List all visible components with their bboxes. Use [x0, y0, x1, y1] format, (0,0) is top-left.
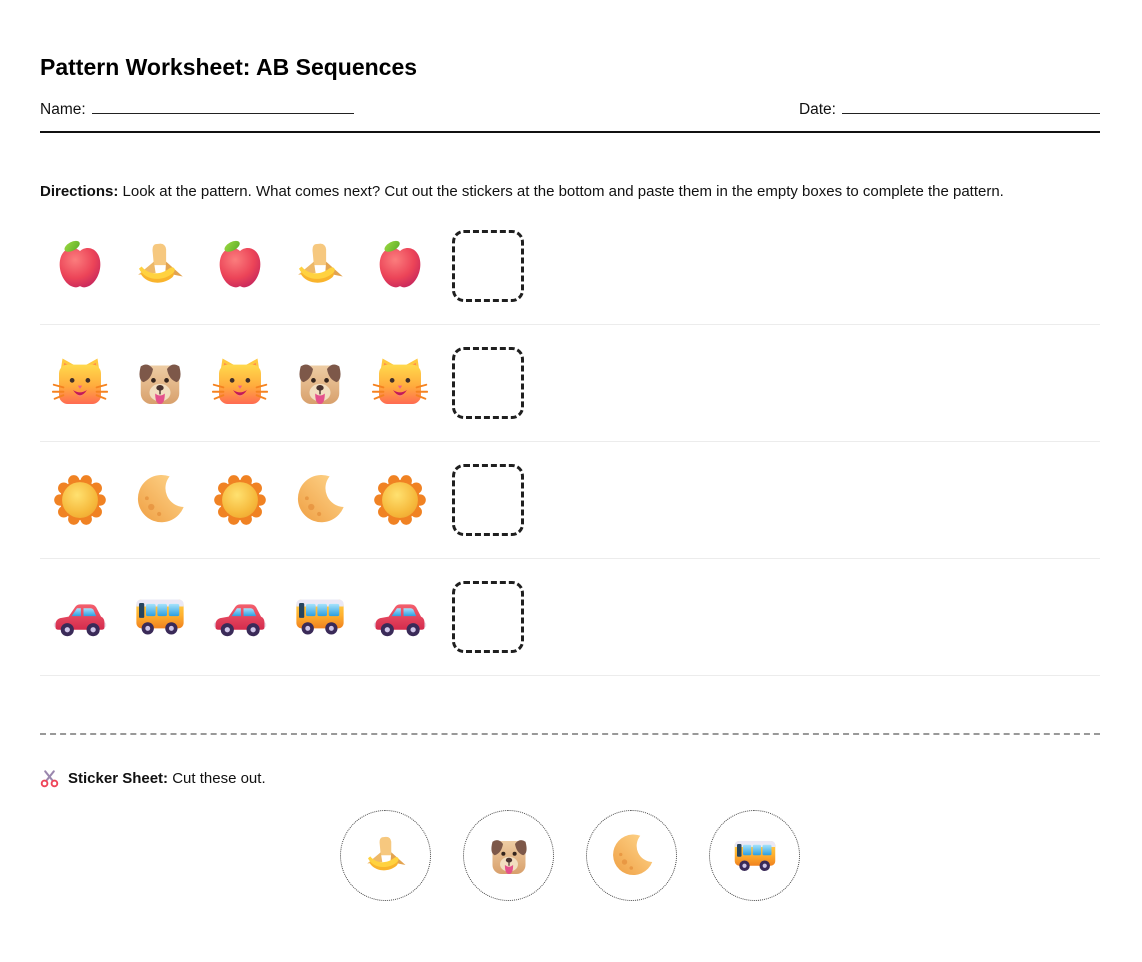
cat-icon — [212, 355, 268, 411]
scissors-icon — [40, 769, 59, 788]
apple-icon — [212, 238, 268, 294]
car-icon — [52, 589, 108, 645]
sun-icon — [372, 472, 428, 528]
date-blank-line — [842, 100, 1100, 114]
dog-icon — [292, 355, 348, 411]
dog-icon — [485, 832, 533, 880]
pattern-rows — [40, 208, 1100, 676]
directions-label: Directions: — [40, 183, 119, 200]
date-label: Date: — [798, 101, 836, 118]
cat-icon — [52, 355, 108, 411]
dog-icon — [132, 355, 188, 411]
sticker-banana[interactable] — [340, 810, 431, 901]
page-title: Pattern Worksheet: AB Sequences — [40, 54, 418, 80]
sun-icon — [212, 472, 268, 528]
sticker-sheet-title: Sticker Sheet: Cut these out. — [68, 770, 266, 787]
moon-icon — [132, 472, 188, 528]
sticker-moon[interactable] — [586, 810, 677, 901]
bus-icon — [292, 589, 348, 645]
sun-icon — [52, 472, 108, 528]
name-date-row: Name: Date: — [40, 100, 1100, 133]
sticker-row — [40, 810, 1100, 901]
answer-box-apple-banana[interactable] — [452, 230, 524, 302]
apple-icon — [372, 238, 428, 294]
sticker-dog[interactable] — [463, 810, 554, 901]
directions: Directions: Look at the pattern. What co… — [40, 181, 1100, 202]
banana-icon — [132, 238, 188, 294]
car-icon — [212, 589, 268, 645]
sticker-sheet-label: Sticker Sheet: — [68, 770, 169, 787]
apple-icon — [52, 238, 108, 294]
bus-icon — [731, 832, 779, 880]
moon-icon — [608, 832, 656, 880]
pattern-row-cat-dog — [40, 325, 1100, 442]
car-icon — [372, 589, 428, 645]
pattern-row-sun-moon — [40, 442, 1100, 559]
name-field: Name: — [40, 100, 354, 119]
name-blank-line — [91, 100, 354, 114]
moon-icon — [292, 472, 348, 528]
bus-icon — [132, 589, 188, 645]
pattern-row-apple-banana — [40, 208, 1100, 325]
pattern-row-car-bus — [40, 559, 1100, 676]
sticker-bus[interactable] — [709, 810, 800, 901]
banana-icon — [362, 832, 410, 880]
name-label: Name: — [40, 101, 86, 118]
date-field: Date: — [799, 100, 1100, 119]
directions-text: Look at the pattern. What comes next? Cu… — [118, 183, 1004, 200]
sticker-sheet-header: Sticker Sheet: Cut these out. — [40, 769, 1100, 788]
cat-icon — [372, 355, 428, 411]
answer-box-car-bus[interactable] — [452, 581, 524, 653]
answer-box-cat-dog[interactable] — [452, 347, 524, 419]
answer-box-sun-moon[interactable] — [452, 464, 524, 536]
sticker-sheet-text: Cut these out. — [168, 770, 266, 787]
banana-icon — [292, 238, 348, 294]
cut-line-divider — [40, 733, 1100, 735]
